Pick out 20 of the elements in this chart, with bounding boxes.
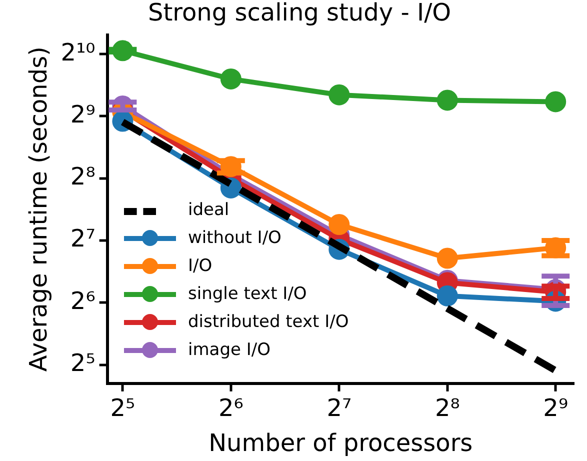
legend-label: ideal [188,199,230,222]
legend-label: image I/O [188,339,270,362]
x-tick-label: 2⁷ [326,394,352,422]
y-tick-label: 2¹⁰ [60,38,96,66]
legend-label: I/O [188,255,212,278]
legend-label: distributed text I/O [188,311,349,334]
x-tick-label: 2⁵ [110,394,136,422]
y-tick-label: 2⁷ [70,224,96,253]
y-tick-label: 2⁸ [70,162,96,191]
y-tick-label: 2⁹ [70,100,96,128]
x-axis-title: Number of processors [208,428,473,457]
chart-title: Strong scaling study - I/O [148,0,452,27]
y-tick-label: 2⁵ [70,349,96,378]
y-tick-label: 2⁶ [70,286,96,315]
legend-label: single text I/O [188,283,307,306]
y-axis-title: Average runtime (seconds) [24,46,53,372]
legend-label: without I/O [188,227,282,250]
x-tick-label: 2⁸ [434,394,460,422]
x-tick-label: 2⁶ [218,394,244,422]
x-tick-label: 2⁹ [543,394,568,422]
